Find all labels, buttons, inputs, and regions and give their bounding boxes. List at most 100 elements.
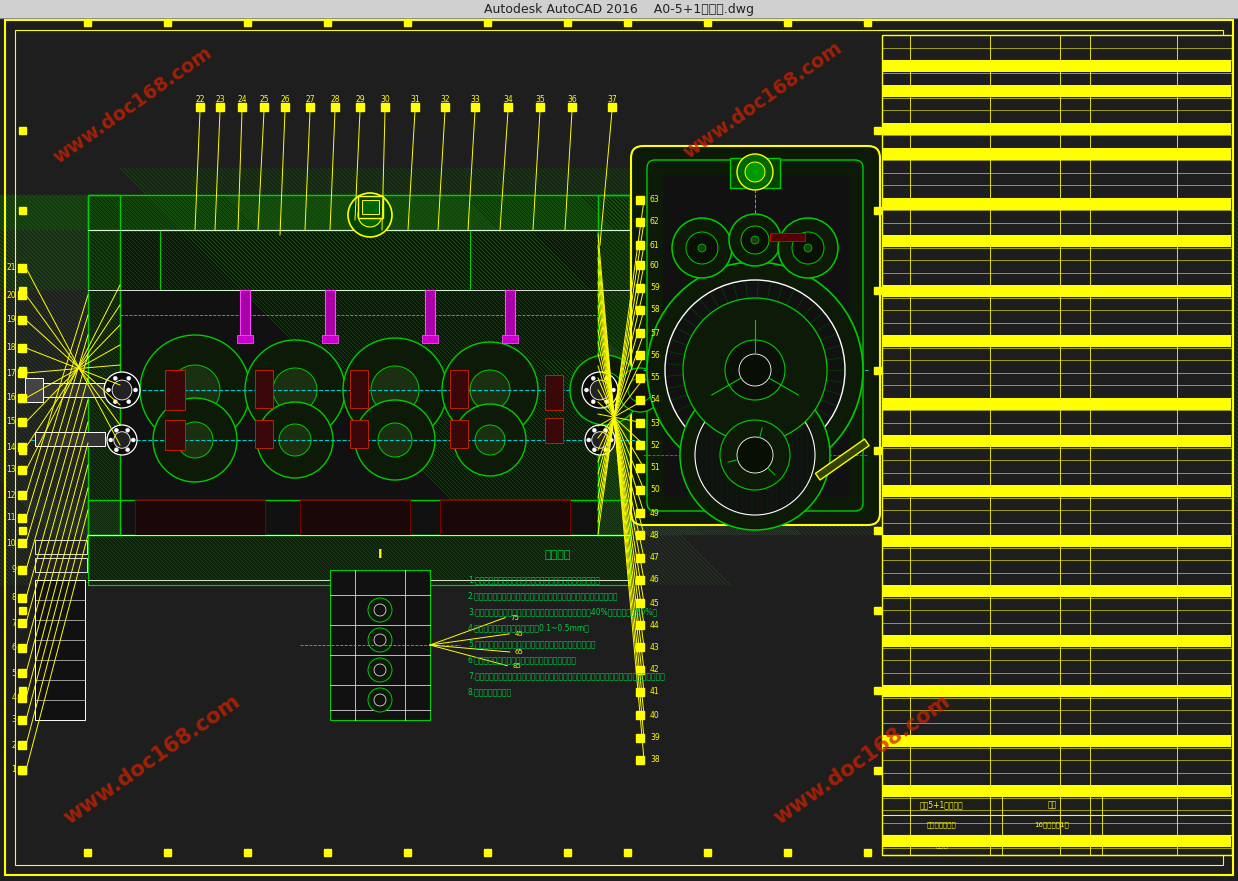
Bar xyxy=(25,378,43,402)
Bar xyxy=(883,835,1231,848)
Bar xyxy=(250,195,540,230)
Circle shape xyxy=(374,664,386,676)
Bar xyxy=(324,849,331,856)
Text: 4.调整齿轮各齿轮配合侧隙间隙：0.1~0.5mm；: 4.调整齿轮各齿轮配合侧隙间隙：0.1~0.5mm； xyxy=(468,623,589,632)
Text: 62: 62 xyxy=(650,218,660,226)
Circle shape xyxy=(131,438,135,442)
Text: 37: 37 xyxy=(607,94,617,103)
Bar xyxy=(19,539,26,547)
Circle shape xyxy=(258,402,333,478)
Text: 7: 7 xyxy=(11,618,16,627)
Bar xyxy=(19,369,26,377)
Bar xyxy=(636,419,644,427)
Circle shape xyxy=(348,193,392,237)
Bar xyxy=(484,19,491,26)
Bar xyxy=(255,420,274,448)
Text: 34: 34 xyxy=(503,94,513,103)
Text: 65: 65 xyxy=(515,649,524,655)
Circle shape xyxy=(737,154,773,190)
Bar xyxy=(19,443,26,451)
Text: 装配图: 装配图 xyxy=(936,841,948,848)
Bar xyxy=(19,669,26,677)
Text: 23: 23 xyxy=(215,94,225,103)
Circle shape xyxy=(114,432,130,448)
Bar xyxy=(883,585,1231,597)
Circle shape xyxy=(371,366,418,414)
Bar xyxy=(874,687,881,694)
Bar xyxy=(565,849,571,856)
Text: 6.各配合面要涂滑沫油，其他配合面等涂组合胶水；: 6.各配合面要涂滑沫油，其他配合面等涂组合胶水； xyxy=(468,655,577,664)
Circle shape xyxy=(584,388,588,392)
Bar xyxy=(565,19,571,26)
Bar xyxy=(874,767,881,774)
Text: 40: 40 xyxy=(650,710,660,720)
Text: 51: 51 xyxy=(650,463,660,472)
Bar xyxy=(883,198,1231,210)
Bar xyxy=(196,103,204,111)
Text: 3.安装齿轮合理問隙并按要求涂滑沫油，油面高度应不小于40%，齿高不小于50%。: 3.安装齿轮合理問隙并按要求涂滑沫油，油面高度应不小于40%，齿高不小于50%。 xyxy=(468,607,657,616)
Text: 53: 53 xyxy=(650,418,660,427)
Circle shape xyxy=(374,604,386,616)
Circle shape xyxy=(374,634,386,646)
Text: 10: 10 xyxy=(6,538,16,547)
Bar xyxy=(19,566,26,574)
Bar xyxy=(883,536,1231,547)
Circle shape xyxy=(126,376,131,381)
Text: 50: 50 xyxy=(650,485,660,494)
Bar xyxy=(255,370,274,408)
Circle shape xyxy=(374,694,386,706)
Text: 27: 27 xyxy=(306,94,314,103)
Text: 8: 8 xyxy=(11,594,16,603)
Circle shape xyxy=(378,423,412,457)
Text: 60: 60 xyxy=(650,261,660,270)
Bar xyxy=(883,736,1231,747)
Bar xyxy=(883,336,1231,347)
Text: 42: 42 xyxy=(650,665,660,675)
Circle shape xyxy=(114,448,119,452)
Circle shape xyxy=(125,448,130,452)
Text: 58: 58 xyxy=(650,306,660,315)
Text: 15: 15 xyxy=(6,418,16,426)
Circle shape xyxy=(134,388,137,392)
Bar xyxy=(636,261,644,269)
Bar xyxy=(636,711,644,719)
Bar xyxy=(84,19,92,26)
Circle shape xyxy=(592,428,597,433)
Bar xyxy=(19,607,26,614)
Bar xyxy=(19,644,26,652)
Bar xyxy=(300,500,410,535)
Bar xyxy=(88,500,630,535)
Text: www.doc168.com: www.doc168.com xyxy=(770,692,954,828)
Bar xyxy=(655,168,855,503)
Bar xyxy=(630,383,695,397)
Bar xyxy=(120,230,598,535)
Bar xyxy=(784,849,791,856)
Circle shape xyxy=(592,400,595,403)
Bar xyxy=(874,127,881,134)
Bar xyxy=(88,195,120,535)
Circle shape xyxy=(695,395,815,515)
Bar xyxy=(35,558,87,572)
Bar xyxy=(326,290,335,340)
Circle shape xyxy=(475,425,505,455)
Text: 61: 61 xyxy=(650,241,660,249)
Bar xyxy=(19,466,26,474)
Bar xyxy=(864,19,872,26)
Bar xyxy=(19,766,26,774)
Bar xyxy=(404,19,411,26)
Bar xyxy=(704,19,711,26)
Bar xyxy=(439,500,569,535)
Bar xyxy=(730,158,780,188)
Bar xyxy=(470,103,479,111)
Bar xyxy=(624,849,631,856)
Circle shape xyxy=(368,598,392,622)
Bar xyxy=(536,103,543,111)
Circle shape xyxy=(628,378,652,402)
Circle shape xyxy=(245,340,345,440)
Bar xyxy=(19,127,26,134)
Bar xyxy=(636,734,644,742)
Circle shape xyxy=(612,388,615,392)
Circle shape xyxy=(604,448,608,452)
Bar xyxy=(883,398,1231,410)
Text: 47: 47 xyxy=(650,553,660,562)
